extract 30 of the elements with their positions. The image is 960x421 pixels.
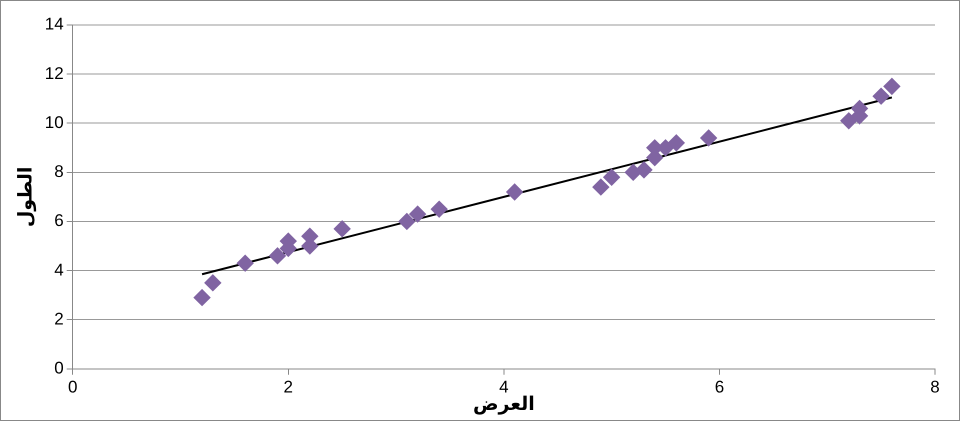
point xyxy=(840,112,858,130)
point xyxy=(409,206,426,223)
x-tick-label: 8 xyxy=(930,378,940,397)
y-tick-label: 10 xyxy=(44,112,64,132)
x-tick-label: 2 xyxy=(284,378,294,397)
point xyxy=(700,129,718,146)
point xyxy=(635,161,652,178)
y-tick-label: 2 xyxy=(54,309,64,328)
point xyxy=(194,289,211,306)
point xyxy=(506,183,524,200)
point xyxy=(204,274,222,292)
y-tick-label: 12 xyxy=(44,64,64,83)
point xyxy=(430,200,448,218)
point xyxy=(398,212,416,230)
y-tick-label: 0 xyxy=(54,358,64,378)
point xyxy=(872,88,890,105)
point xyxy=(592,178,610,196)
point xyxy=(603,168,620,186)
y-tick-label: 6 xyxy=(54,211,64,230)
point xyxy=(334,220,351,238)
x-tick-label: 6 xyxy=(714,378,724,397)
point xyxy=(236,254,254,272)
point xyxy=(883,78,900,95)
y-tick-label: 4 xyxy=(54,260,64,280)
y-axis-title: الطول xyxy=(16,166,37,228)
point xyxy=(668,134,685,152)
x-tick-label: 0 xyxy=(68,378,78,397)
point xyxy=(269,247,286,264)
y-tick-label: 14 xyxy=(44,14,64,34)
y-tick-label: 8 xyxy=(54,162,64,182)
